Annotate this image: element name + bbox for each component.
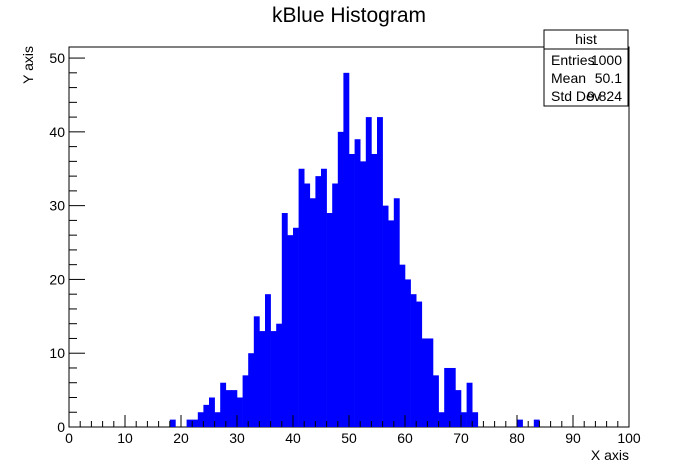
histogram-bar <box>354 139 361 428</box>
histogram-bar <box>388 220 395 427</box>
histogram-bar <box>169 419 176 427</box>
histogram-bar <box>438 412 445 427</box>
stats-label-mean: Mean <box>551 70 586 86</box>
x-tick-label: 80 <box>509 430 525 446</box>
histogram-bar <box>466 382 473 427</box>
histogram-bar <box>209 397 215 427</box>
histogram-bar <box>225 390 232 427</box>
histogram-bar <box>472 412 479 427</box>
y-tick-label: 50 <box>49 50 65 66</box>
histogram-bar <box>197 412 204 427</box>
stats-value-entries: 1000 <box>591 52 622 68</box>
histogram-bar <box>455 390 462 427</box>
histogram-bar <box>298 168 305 427</box>
histogram-bar <box>214 412 221 427</box>
x-tick-label: 70 <box>453 430 469 446</box>
histogram-bar <box>231 390 238 427</box>
stats-value-stddev: 9.824 <box>587 88 622 104</box>
histogram-bar <box>410 294 417 427</box>
histogram-bar <box>427 338 434 427</box>
histogram-bar <box>416 301 423 427</box>
x-tick-label: 40 <box>285 430 301 446</box>
x-tick-label: 10 <box>117 430 133 446</box>
y-axis-label: Y axis <box>20 46 36 84</box>
y-tick-label: 10 <box>49 345 65 361</box>
x-tick-label: 30 <box>229 430 245 446</box>
stats-title: hist <box>575 31 597 47</box>
histogram-bar <box>186 419 193 427</box>
bars-group <box>169 72 540 428</box>
histogram-bar <box>237 397 243 427</box>
x-tick-label: 20 <box>173 430 189 446</box>
chart-title: kBlue Histogram <box>272 4 426 27</box>
histogram-bar <box>203 404 210 427</box>
histogram-bar <box>242 375 249 427</box>
x-tick-label: 60 <box>397 430 413 446</box>
y-tick-label: 40 <box>49 124 65 140</box>
histogram-bar <box>461 412 467 427</box>
y-tick-label: 20 <box>49 271 65 287</box>
stats-label-entries: Entries <box>551 52 595 68</box>
histogram-bar <box>405 279 411 427</box>
histogram-bar <box>270 331 277 427</box>
histogram-bar <box>220 382 227 427</box>
y-tick-label: 30 <box>49 198 65 214</box>
histogram-bar <box>337 131 344 427</box>
x-tick-label: 100 <box>617 430 641 446</box>
histogram-bar <box>444 367 451 427</box>
histogram-bar <box>276 323 283 427</box>
histogram-bar <box>321 168 327 427</box>
stats-value-mean: 50.1 <box>595 70 622 86</box>
stats-box: hist Entries 1000 Mean 50.1 Std Dev 9.82… <box>543 29 629 107</box>
histogram-bar <box>265 294 271 427</box>
histogram-bar <box>349 153 355 428</box>
histogram-bar <box>517 419 523 427</box>
histogram-bar <box>326 213 333 427</box>
histogram-bar <box>259 331 266 427</box>
histogram-bar <box>304 183 311 427</box>
stats-box-border <box>543 29 629 107</box>
histogram-bar <box>449 367 456 427</box>
x-tick-label: 50 <box>341 430 357 446</box>
x-tick-label: 90 <box>565 430 581 446</box>
histogram-bar <box>399 264 406 427</box>
histogram-bar <box>309 198 316 427</box>
x-axis-label: X axis <box>591 447 629 463</box>
histogram-bar <box>287 235 294 427</box>
histogram-bar <box>382 205 389 427</box>
histogram-bar <box>343 72 350 427</box>
histogram-bar <box>377 117 383 427</box>
histogram-bar <box>315 176 322 427</box>
histogram-bar <box>332 183 339 427</box>
histogram-bar <box>360 161 367 427</box>
histogram-bar <box>192 419 199 427</box>
histogram-bar <box>248 353 255 427</box>
histogram-bar <box>433 375 439 427</box>
y-tick-label: 0 <box>57 419 65 435</box>
histogram-bar <box>533 419 540 427</box>
x-tick-label: 0 <box>65 430 73 446</box>
histogram-bar <box>421 338 428 427</box>
histogram-bar <box>393 198 400 427</box>
histogram-bar <box>281 213 288 427</box>
histogram-bar <box>371 153 378 428</box>
stats-label-stddev: Std Dev <box>551 88 601 104</box>
histogram-bar <box>293 227 299 427</box>
histogram-bar <box>253 316 260 427</box>
histogram-bar <box>365 117 372 427</box>
